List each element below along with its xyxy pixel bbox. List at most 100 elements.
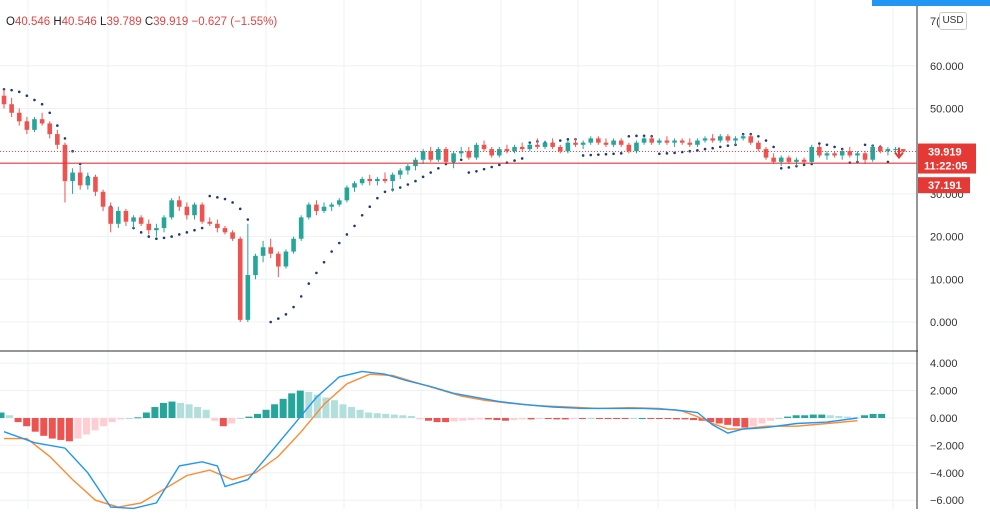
histogram-bar [878,413,886,418]
candle-body [855,153,860,156]
sar-dot [383,190,387,194]
close-value: 39.919 [153,16,189,28]
candle-body [588,138,594,143]
sar-dot [246,218,250,221]
candle-body [16,112,22,122]
sar-dot [56,124,59,127]
sar-dot [726,144,730,147]
histogram-bar [536,418,544,419]
histogram-bar [749,418,757,427]
sar-dot [170,235,173,238]
sar-dot [299,295,303,298]
histogram-bar [91,418,99,431]
candle-body [481,144,487,150]
candle-body [542,142,548,147]
candle-body [497,149,502,156]
histogram-bar [672,418,680,420]
sar-dot [360,213,364,217]
candle-body [763,149,769,158]
histogram-bar [194,407,202,418]
histogram-bar [861,415,869,418]
sar-dot [696,149,699,152]
histogram-bar [544,418,552,419]
candle-body [397,170,403,175]
sar-dot [398,186,402,189]
sar-dot [315,271,318,275]
candle-body [512,146,517,152]
candle-body [1,95,7,105]
sar-dot [718,145,722,149]
sar-dot [437,166,440,170]
sar-dot [779,166,783,170]
candle-body [839,151,845,156]
candle-body [131,217,136,222]
last-price-tag [918,143,976,174]
candle-body [93,176,98,192]
currency-button[interactable]: USD [939,12,967,30]
candle-body [77,172,83,186]
sar-dot [459,158,463,162]
candle-body [786,157,792,162]
sar-dot [490,165,493,169]
candle-body [245,275,251,320]
candle-body [885,149,891,152]
candle-body [809,146,815,162]
histogram-bar [108,418,116,423]
histogram-bar [134,417,142,419]
candle-body [39,119,45,124]
candle-body [215,223,220,229]
histogram-bar [356,409,364,418]
candle-body [116,210,121,224]
sar-dot [208,194,212,198]
sar-dot [635,134,638,138]
parabolic-sar [2,87,890,324]
sar-dot [680,150,684,154]
candle-body [260,247,266,256]
candle-body [725,136,731,141]
histogram-bar [604,418,612,419]
candle-body [832,153,837,156]
histogram-bar [271,404,279,418]
sar-dot [772,145,775,149]
histogram-bar [501,418,509,421]
candlesticks [0,89,917,322]
sar-dot [558,139,562,142]
top-toolbar-accent[interactable] [872,0,990,6]
arrow-head [894,151,904,160]
candle-body [535,144,540,147]
line-price-value: 37.191 [928,180,962,192]
candle-body [146,223,152,231]
sar-dot [223,197,227,201]
price-axis: 60.00050.00040.00030.00020.00010.0000.00… [918,0,990,509]
price-tick-label: 0.000 [930,317,958,329]
sar-dot [825,143,829,147]
price-tick-label: 10.000 [930,274,964,286]
sar-dot [200,226,204,230]
candle-body [428,151,434,160]
histogram-bar [681,418,689,420]
candle-body [862,153,868,160]
candle-body [733,138,738,141]
open-value: 40.546 [14,16,51,28]
candle-body [900,149,906,152]
sar-dot [421,175,425,179]
candle-body [847,151,853,156]
candle-body [626,144,632,152]
candle-body [878,146,883,152]
candle-body [382,178,388,182]
sar-dot [238,207,242,211]
low-value: 39.789 [106,16,142,28]
candle-body [169,200,174,218]
histogram-bar [40,418,48,436]
candle-body [298,217,304,239]
candle-body [466,151,472,158]
histogram-bar [48,418,56,439]
candle-body [199,204,205,222]
candle-body [710,138,715,141]
histogram-bar [151,407,159,418]
candle-body [657,140,662,143]
candle-body [32,119,37,130]
candle-body [405,166,411,171]
